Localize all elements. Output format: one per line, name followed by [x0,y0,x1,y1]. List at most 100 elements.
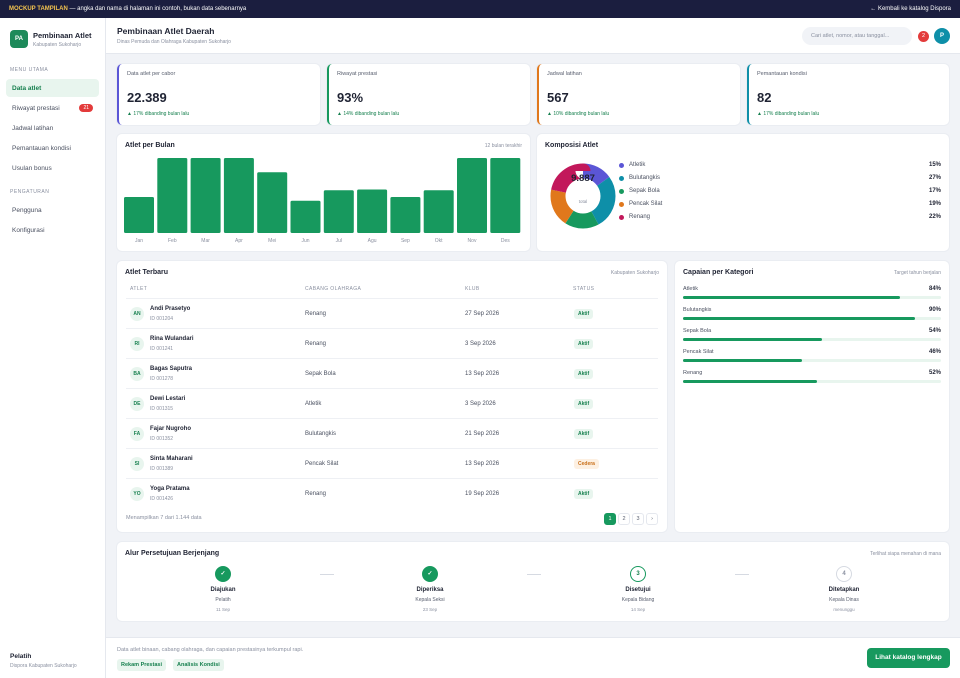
next-page-button[interactable]: › [646,513,658,525]
bar-chart-panel: Atlet per Bulan 12 bulan terakhir Jan Feb… [117,134,530,251]
bar-feb[interactable] [157,158,188,233]
x-tick-label: Okt [435,238,443,244]
page-3-button[interactable]: 3 [632,513,644,525]
kpi-label: Data atlet per cabor [127,71,176,77]
legend-label: Renang [629,214,651,220]
app-name: Pembinaan Atlet [33,30,92,40]
legend-percent: 15% [928,162,941,168]
table-summary: Menampilkan 7 dari 1.144 data [126,515,202,521]
column-header-atlet[interactable]: ATLET [130,286,148,292]
kpi-card-pemantauan-kondisi[interactable]: Pemantauan kondisi 82 ▲ 17% dibanding bu… [747,64,949,125]
table-row[interactable]: RI Rina Wulandari ID 001241 Renang 3 Sep 202… [126,328,658,358]
category-percent: 54% [928,328,941,334]
table-row[interactable]: BA Bagas Saputra ID 001278 Sepak Bola 13 Sep… [126,358,658,388]
donut-total-label: total [578,199,588,204]
status-badge: Aktif [574,369,594,379]
club-date-cell: 21 Sep 2026 [465,431,500,437]
kpi-delta: ▲ 14% dibanding bulan lalu [337,111,400,117]
bar-nov[interactable] [457,158,487,233]
user-role: Pelatih [10,653,32,660]
progress-fill [683,338,823,341]
sport-cell: Renang [305,311,327,317]
sidebar-item-data-atlet[interactable]: Data atlet [6,79,99,97]
status-badge: Aktif [574,429,594,439]
bar-mar[interactable] [190,158,221,233]
sidebar-item-konfigurasi[interactable]: Konfigurasi [6,221,99,239]
bar-apr[interactable] [223,158,254,233]
sidebar-item-riwayat-prestasi[interactable]: Riwayat prestasi 21 [6,99,99,117]
progress-track [683,380,941,383]
step-name: Diperiksa [416,587,444,593]
table-row[interactable]: YO Yoga Pratama ID 001426 Renang 19 Sep 2026… [126,478,658,508]
club-date-cell: 19 Sep 2026 [465,491,500,497]
sport-cell: Renang [305,341,327,347]
sidebar-item-usulan-bonus[interactable]: Usulan bonus [6,159,99,177]
page-1-button[interactable]: 1 [604,513,616,525]
table-row[interactable]: DE Dewi Lestari ID 001315 Atletik 3 Sep 2026… [126,388,658,418]
bar-agu[interactable] [357,189,388,234]
column-header-klub[interactable]: KLUB [465,286,480,292]
page-footer: Data atlet binaan, cabang olahraga, dan … [106,637,960,678]
kpi-card-jadwal-latihan[interactable]: Jadwal latihan 567 ▲ 10% dibanding bulan… [537,64,740,125]
table-row[interactable]: AN Andi Prasetyo ID 001204 Renang 27 Sep 202… [126,298,658,328]
kpi-label: Pemantauan kondisi [757,71,807,77]
athlete-name: Rina Wulandari [150,336,194,342]
avatar: FA [130,427,144,441]
current-user: Pelatih Dispora Kabupaten Sukoharjo [10,653,77,669]
bar-okt[interactable] [423,190,454,233]
sidebar-item-label: Data atlet [12,84,42,92]
sport-cell: Bulutangkis [305,431,337,437]
donut-chart [550,163,616,229]
step-role: Kepala Bidang [621,597,655,603]
sidebar-item-label: Usulan bonus [12,164,52,172]
donut-slice-pencak-silat[interactable] [550,163,616,229]
category-label: Pencak Silat [683,349,714,355]
bar-mei[interactable] [257,172,288,233]
bar-jul[interactable] [323,190,354,233]
step-name: Diajukan [210,587,236,593]
sidebar-item-pemantauan-kondisi[interactable]: Pemantauan kondisi [6,139,99,157]
brand: PA Pembinaan Atlet Kabupaten Sukoharjo [0,18,105,48]
kpi-delta: ▲ 10% dibanding bulan lalu [547,111,610,117]
donut-slice-sepak-bola[interactable] [550,163,616,229]
bar-jan[interactable] [124,197,154,233]
kpi-card-riwayat-prestasi[interactable]: Riwayat prestasi 93% ▲ 14% dibanding bul… [327,64,530,125]
sidebar-item-jadwal-latihan[interactable]: Jadwal latihan [6,119,99,137]
notification-badge[interactable]: 2 [918,31,929,42]
back-to-catalog-link[interactable]: ← Kembali ke katalog Dispora [870,6,951,12]
recent-athletes-panel: Atlet Terbaru Kabupaten Sukoharjo [117,261,667,532]
athlete-id: ID 001352 [150,436,174,442]
x-tick-label: Jul [336,238,342,244]
sport-cell: Renang [305,491,327,497]
avatar: AN [130,307,144,321]
search-input[interactable]: Cari atlet, nomor, atau tanggal... [802,27,912,45]
composition-panel: Komposisi Atlet 9.887 total Atletik 15% Bu… [537,134,949,251]
app-logo: PA [10,30,28,48]
page-2-button[interactable]: 2 [618,513,630,525]
column-header-status[interactable]: STATUS [573,286,595,292]
donut-slice-renang[interactable] [550,163,616,229]
athlete-name: Fajar Nugroho [150,426,192,432]
donut-slice-bulutangkis[interactable] [550,163,616,229]
sidebar-item-label: Pemantauan kondisi [12,144,71,152]
avatar[interactable]: P [934,28,950,44]
column-header-cabang[interactable]: CABANG OLAHRAGA [305,286,362,292]
x-tick-label: Jun [301,238,309,244]
sidebar-item-label: Riwayat prestasi [12,104,60,112]
bar-des[interactable] [490,158,521,233]
progress-fill [683,296,900,299]
view-catalog-button[interactable]: Lihat katalog lengkap [867,648,950,668]
table-row[interactable]: FA Fajar Nugroho ID 001352 Bulutangkis 21 Se… [126,418,658,448]
category-percent: 52% [928,370,941,376]
step-role: Kepala Dinas [829,597,859,603]
sidebar-item-pengguna[interactable]: Pengguna [6,201,99,219]
step-name: Ditetapkan [828,587,860,593]
app-region: Kabupaten Sukoharjo [33,41,82,48]
table-title: Atlet Terbaru [125,269,169,276]
table-row[interactable]: SI Sinta Maharani ID 001389 Pencak Silat 13 … [126,448,658,478]
bar-jun[interactable] [290,200,321,233]
bar-sep[interactable] [390,197,421,233]
legend-swatch [619,214,624,220]
x-tick-label: Jan [135,238,143,244]
kpi-card-data-atlet[interactable]: Data atlet per cabor 22.389 ▲ 17% diband… [117,64,320,125]
